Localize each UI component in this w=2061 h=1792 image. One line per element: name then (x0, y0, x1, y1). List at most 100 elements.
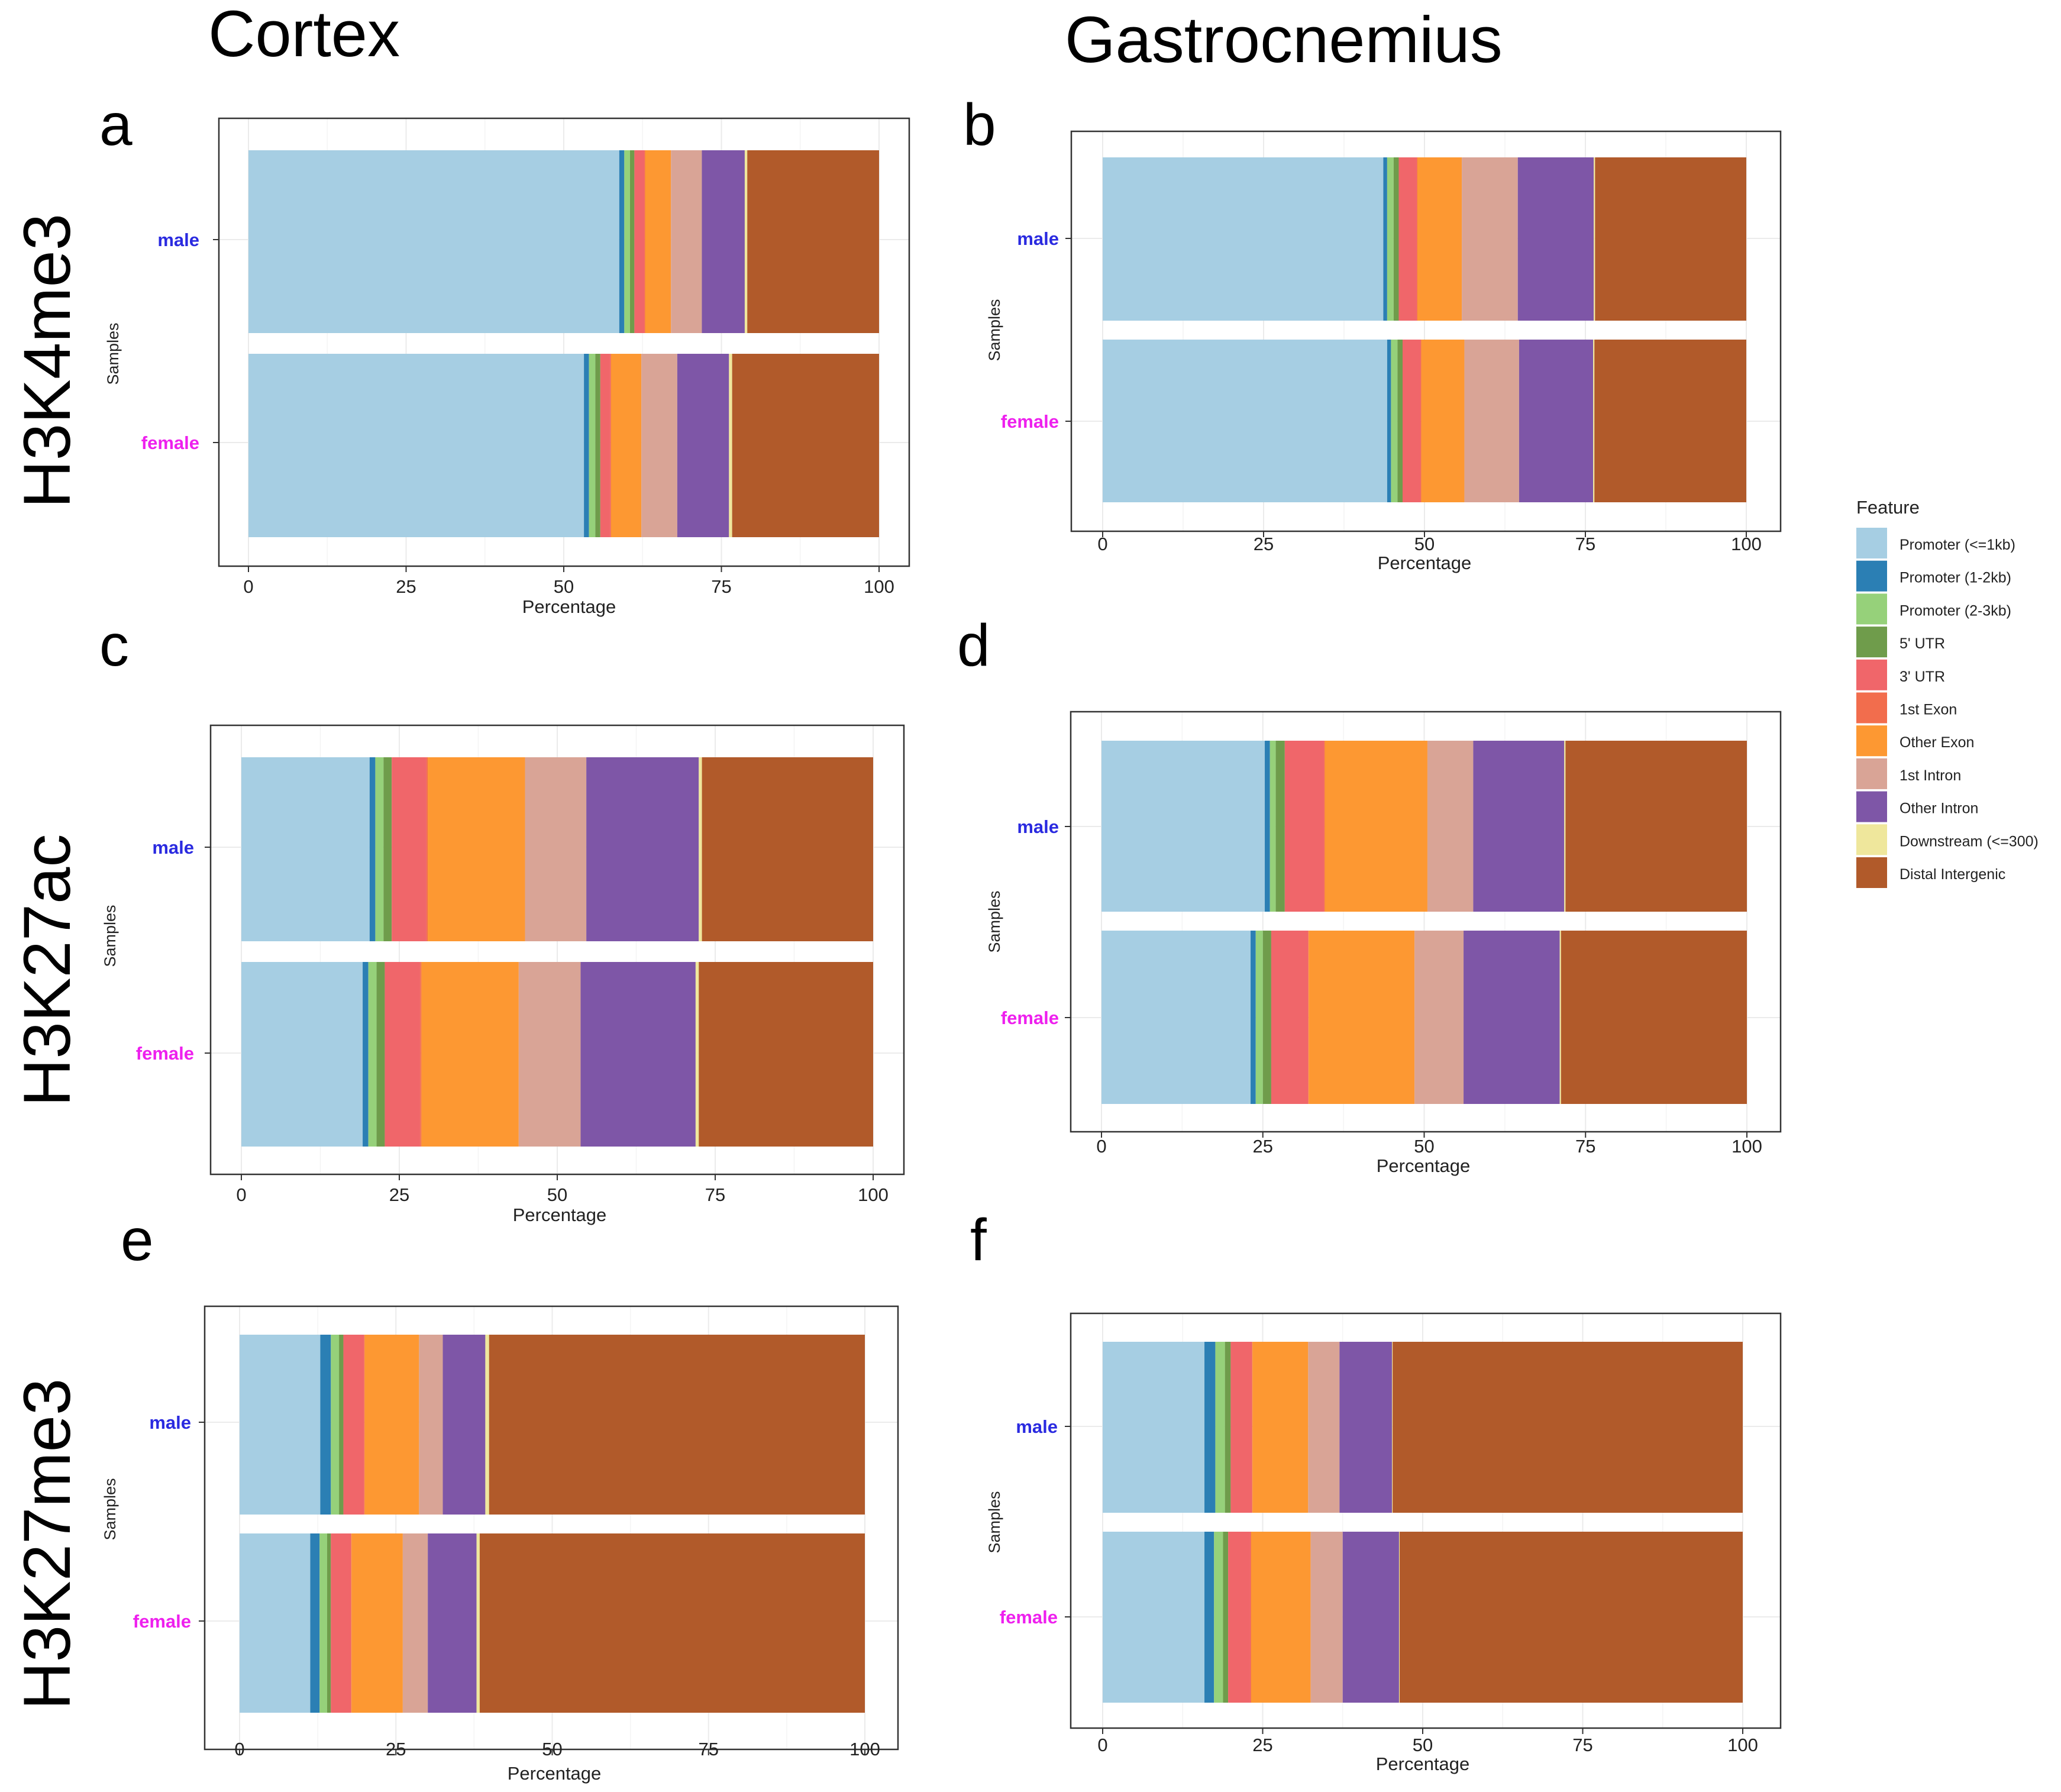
bar-segment (248, 150, 619, 333)
x-tick-label: 25 (1253, 1136, 1273, 1157)
bar-segment (1464, 340, 1519, 502)
x-tick-label: 50 (1413, 1735, 1433, 1755)
bar-segment (241, 962, 363, 1147)
bar-segment (1251, 931, 1256, 1104)
bar-segment (1561, 931, 1747, 1104)
column-title-gastrocnemius: Gastrocnemius (1065, 4, 1503, 76)
y-tick-label-female: female (133, 1611, 191, 1632)
legend-label: Other Exon (1900, 734, 1974, 751)
bar-segment (320, 1335, 331, 1515)
x-tick-label: 75 (1572, 1735, 1592, 1755)
bar-segment (699, 962, 873, 1147)
y-tick-label-female: female (136, 1043, 194, 1064)
legend-swatch (1856, 593, 1887, 625)
bar-segment (1391, 340, 1398, 502)
bar-segment (1397, 340, 1403, 502)
bar-segment (645, 150, 671, 333)
bar-segment (1559, 931, 1561, 1104)
bar-segment (1225, 1342, 1231, 1513)
bar-segment (375, 757, 384, 941)
bar-segment (1308, 1342, 1340, 1513)
bar-segment (1421, 340, 1465, 502)
x-axis-title: Percentage (522, 596, 616, 617)
bar-segment (1255, 931, 1263, 1104)
legend-label: 3' UTR (1900, 669, 1945, 685)
bar-segment (1564, 741, 1566, 912)
bar-segment (426, 757, 428, 941)
x-tick-label: 75 (1575, 1136, 1595, 1157)
bar-segment (363, 962, 369, 1147)
legend-label: Downstream (<=300) (1900, 833, 2039, 850)
x-tick-label: 50 (1414, 534, 1435, 554)
chart-panel-e: male female 0 25 50 75 100 Percentage Samples (101, 1305, 899, 1784)
bar-segment (580, 962, 696, 1147)
bar-segment (1594, 340, 1746, 502)
y-tick-label-male: male (1017, 816, 1059, 837)
bar-segment (402, 1533, 428, 1713)
bar-segment (1275, 741, 1285, 912)
x-tick-label: 75 (1575, 534, 1595, 554)
legend-label: Promoter (2-3kb) (1900, 602, 2011, 619)
bar-segment (1262, 931, 1271, 1104)
bar-segment (729, 354, 732, 537)
legend-swatch (1856, 692, 1887, 724)
panel-letter-c: c (99, 612, 129, 679)
legend-swatch (1856, 857, 1887, 888)
x-tick-label: 25 (386, 1739, 406, 1759)
bar-segment (634, 150, 645, 333)
plot-frame (203, 1305, 899, 1751)
plot-frame (1070, 711, 1782, 1133)
bar-segment (1565, 741, 1747, 912)
y-axis-title: Samples (101, 905, 119, 967)
bar-segment (369, 757, 376, 941)
bar-segment (428, 757, 525, 941)
bar-segment (421, 962, 519, 1147)
bar-segment (1398, 1532, 1400, 1703)
bar-segment (1252, 1342, 1309, 1513)
x-tick-label: 50 (1414, 1136, 1434, 1157)
bar-segment (1383, 157, 1387, 321)
legend-swatch (1856, 627, 1887, 658)
bar-segment (641, 354, 677, 537)
bar-segment (1594, 157, 1595, 321)
bar-segment (1400, 1532, 1743, 1703)
bar-segment (331, 1335, 340, 1515)
bar-segment (1271, 931, 1309, 1104)
bar-segment (1103, 157, 1384, 321)
legend-swatch (1856, 758, 1887, 789)
bar-segment (343, 1335, 364, 1515)
bar-segment (629, 150, 635, 333)
y-tick-label-female: female (141, 432, 199, 453)
legend-swatch (1856, 560, 1887, 592)
x-axis-title: Percentage (508, 1763, 602, 1784)
y-axis-title: Samples (986, 299, 1003, 361)
bar-segment (1228, 1532, 1251, 1703)
x-tick-label: 25 (1252, 1735, 1272, 1755)
row-title-h3k27ac: H3K27ac (10, 834, 84, 1107)
chart-panel-f: male female 0 25 50 75 100 Percentage Samples (986, 1312, 1782, 1774)
legend-swatch (1856, 791, 1887, 822)
bar-segment (1387, 157, 1394, 321)
x-tick-label: 0 (1096, 1136, 1106, 1157)
bar-segment (368, 962, 377, 1147)
panel-letter-a: a (99, 92, 133, 158)
bar-segment (240, 1533, 311, 1713)
panel-letter-b: b (963, 92, 996, 158)
bar-segment (1308, 931, 1309, 1104)
bar-segment (1339, 1342, 1393, 1513)
x-tick-label: 0 (236, 1184, 246, 1205)
legend-label: 1st Exon (1900, 702, 1957, 718)
bar-segment (419, 1335, 443, 1515)
bar-segment (479, 1533, 865, 1713)
bar-segment (392, 757, 427, 941)
bar-segment (1103, 1532, 1205, 1703)
x-tick-label: 50 (554, 576, 574, 597)
bar-segment (1403, 340, 1421, 502)
bar-segment (1387, 340, 1391, 502)
legend-label: Promoter (1-2kb) (1900, 570, 2011, 586)
x-axis-title: Percentage (1376, 1754, 1470, 1774)
y-axis-title: Samples (101, 1478, 119, 1540)
x-tick-label: 75 (705, 1184, 725, 1205)
y-tick-label-female: female (1000, 1607, 1058, 1628)
